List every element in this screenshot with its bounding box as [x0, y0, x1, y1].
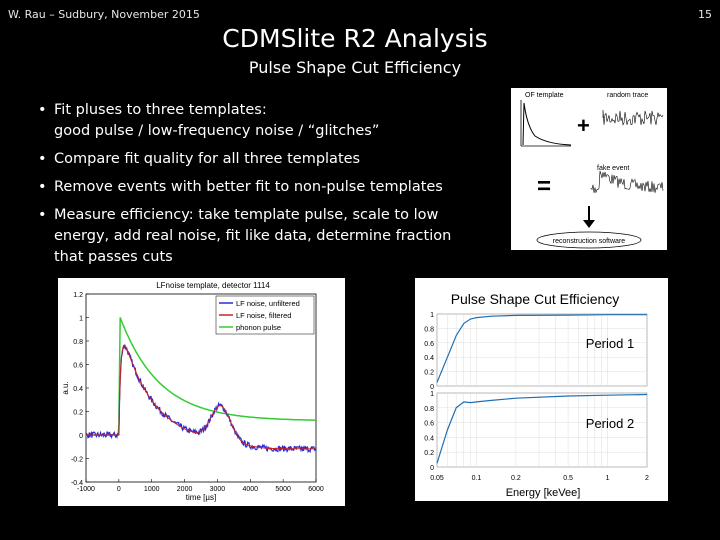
lf-filtered-line: [86, 345, 316, 450]
legend-filtered: LF noise, filtered: [236, 311, 291, 320]
efficiency-xtick-label: 1: [606, 475, 610, 482]
pulse-shape-efficiency-plot: Pulse Shape Cut Efficiency 0 0.2 0.4 0.6 0.8…: [415, 278, 668, 501]
efficiency-period-label: Period 2: [586, 416, 634, 431]
bullet-text: Measure efficiency: take template pulse,…: [54, 207, 439, 223]
bullet-fit-templates: • Fit pluses to three templates: good pu…: [38, 100, 498, 142]
lf-plot-svg: LFnoise template, detector 1114 -0.4 -0.2…: [61, 281, 324, 502]
of-template-label: OF template: [525, 92, 564, 99]
lf-ytick-label: 1: [79, 316, 83, 323]
fake-event-curve: [590, 170, 664, 194]
lf-ytick-label: 0: [79, 433, 83, 440]
schematic-svg: OF template + random trace = fake event …: [520, 92, 664, 249]
bullet-text: good pulse / low-frequency noise / “glit…: [54, 123, 380, 139]
lf-ytick-label: 0.4: [73, 386, 83, 393]
lf-noise-template-plot: LFnoise template, detector 1114 -0.4 -0.2…: [58, 278, 345, 506]
efficiency-ytick-label: 0.6: [424, 421, 434, 428]
lf-ytick-label: 0.8: [73, 339, 83, 346]
efficiency-ytick-label: 0: [430, 384, 434, 391]
efficiency-ytick-label: 0.4: [424, 435, 434, 442]
efficiency-curve: [436, 393, 648, 464]
bullet-text: Fit pluses to three templates:: [54, 102, 267, 118]
lf-unfiltered-line: [85, 344, 317, 454]
efficiency-panel-frame: [436, 392, 648, 468]
efficiency-ytick-label: 1: [430, 391, 434, 398]
efficiency-ytick-label: 0: [430, 465, 434, 472]
efficiency-xlabel: Energy [keVee]: [506, 487, 581, 499]
random-trace-curve: [602, 109, 664, 126]
lf-ytick-label: 1.2: [73, 292, 83, 299]
lf-xtick-label: 3000: [210, 486, 226, 493]
efficiency-xtick-label: 0.1: [472, 475, 482, 482]
bullet-remove: • Remove events with better fit to non-p…: [38, 177, 498, 198]
lf-xtick-label: 2000: [177, 486, 193, 493]
lf-xtick-label: 1000: [144, 486, 160, 493]
efficiency-panel-frame: [436, 313, 648, 387]
bullet-text: that passes cuts: [54, 249, 173, 265]
lf-xtick-label: 4000: [242, 486, 258, 493]
fake-event-label: fake event: [597, 165, 629, 172]
legend-unfiltered: LF noise, unfiltered: [236, 299, 300, 308]
efficiency-ytick-label: 0.2: [424, 450, 434, 457]
lf-xtick-label: -1000: [77, 486, 95, 493]
efficiency-ytick-label: 0.8: [424, 406, 434, 413]
bullet-icon: •: [38, 151, 47, 167]
lf-xtick-label: 5000: [275, 486, 291, 493]
lf-xlabel: time [µs]: [186, 493, 216, 502]
efficiency-title: Pulse Shape Cut Efficiency: [451, 291, 620, 307]
efficiency-xtick-label: 0.2: [511, 475, 521, 482]
bullet-icon: •: [38, 102, 47, 118]
efficiency-ytick-label: 0.6: [424, 341, 434, 348]
bullet-list: • Fit pluses to three templates: good pu…: [38, 100, 498, 275]
legend-phonon: phonon pulse: [236, 323, 281, 332]
phonon-pulse-line: [86, 317, 316, 436]
lf-ylabel: a.u.: [61, 381, 70, 394]
header-author: W. Rau – Sudbury, November 2015: [8, 8, 200, 21]
template-pulse-curve: [522, 102, 572, 146]
bullet-measure: • Measure efficiency: take template puls…: [38, 205, 498, 268]
bullet-text: Compare fit quality for all three templa…: [54, 151, 361, 167]
lf-ytick-label: 0.6: [73, 363, 83, 370]
efficiency-ytick-label: 0.8: [424, 326, 434, 333]
slide-title: CDMSlite R2 Analysis: [222, 24, 488, 53]
lf-ytick-label: -0.2: [71, 457, 83, 464]
lf-plot-title: LFnoise template, detector 1114: [156, 281, 270, 290]
simulation-schematic: OF template + random trace = fake event …: [511, 88, 667, 250]
efficiency-xtick-label: 0.5: [563, 475, 573, 482]
efficiency-ytick-label: 0.2: [424, 370, 434, 377]
efficiency-xtick-label: 2: [645, 475, 649, 482]
lf-ytick-label: -0.4: [71, 480, 83, 487]
slide-subtitle: Pulse Shape Cut Efficiency: [248, 58, 462, 77]
bullet-text: Remove events with better fit to non-pul…: [54, 179, 443, 195]
lf-xtick-label: 6000: [308, 486, 324, 493]
lf-ytick-label: 0.2: [73, 410, 83, 417]
lf-xtick-label: 0: [117, 486, 121, 493]
bullet-icon: •: [38, 179, 47, 195]
bullet-icon: •: [38, 207, 47, 223]
lf-legend: LF noise, unfiltered LF noise, filtered …: [215, 295, 315, 335]
efficiency-period-label: Period 1: [586, 336, 634, 351]
page-number: 15: [698, 8, 712, 21]
equals-sign: =: [537, 173, 551, 200]
reconstruction-label: reconstruction software: [553, 238, 625, 245]
bullet-compare: • Compare fit quality for all three temp…: [38, 149, 498, 170]
plus-sign: +: [577, 113, 590, 138]
bullet-text: energy, add real noise, fit like data, d…: [54, 228, 452, 244]
reconstruction-ellipse: [536, 231, 642, 249]
efficiency-ytick-label: 1: [430, 312, 434, 319]
efficiency-curve: [436, 314, 647, 383]
random-trace-label: random trace: [607, 92, 648, 99]
arrowhead-icon: [583, 220, 595, 228]
efficiency-xtick-label: 0.05: [430, 475, 444, 482]
efficiency-svg: Pulse Shape Cut Efficiency 0 0.2 0.4 0.6 0.8…: [415, 278, 668, 501]
efficiency-ytick-label: 0.4: [424, 355, 434, 362]
